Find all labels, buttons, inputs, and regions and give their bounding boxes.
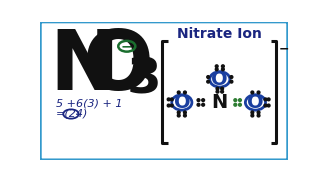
Circle shape <box>251 111 254 114</box>
Circle shape <box>221 90 224 93</box>
Circle shape <box>216 90 219 93</box>
Circle shape <box>215 65 218 68</box>
Text: O: O <box>83 26 154 107</box>
Circle shape <box>170 104 173 107</box>
Circle shape <box>264 104 267 107</box>
Text: Nitrate Ion: Nitrate Ion <box>177 27 262 41</box>
Text: O: O <box>173 93 190 112</box>
Circle shape <box>221 65 224 68</box>
Circle shape <box>167 98 170 101</box>
Text: −: − <box>279 42 289 55</box>
Circle shape <box>221 87 224 90</box>
Circle shape <box>215 68 218 71</box>
Circle shape <box>257 91 260 94</box>
Circle shape <box>216 87 219 90</box>
Circle shape <box>207 80 210 83</box>
Circle shape <box>251 91 254 94</box>
Circle shape <box>230 76 233 78</box>
Text: N: N <box>212 93 228 112</box>
Circle shape <box>267 98 270 101</box>
Circle shape <box>202 99 204 102</box>
Text: O: O <box>212 70 228 89</box>
Text: 3: 3 <box>127 55 162 103</box>
Text: 5 +6(3) + 1: 5 +6(3) + 1 <box>55 98 122 108</box>
Circle shape <box>207 76 210 78</box>
Circle shape <box>177 111 180 114</box>
Circle shape <box>177 114 180 117</box>
Text: −: − <box>121 39 132 53</box>
Circle shape <box>184 111 186 114</box>
Circle shape <box>251 114 254 117</box>
Circle shape <box>264 98 267 101</box>
Circle shape <box>257 111 260 114</box>
Circle shape <box>170 98 173 101</box>
Circle shape <box>234 103 237 106</box>
Circle shape <box>234 99 237 102</box>
Circle shape <box>177 91 180 94</box>
Circle shape <box>167 104 170 107</box>
Text: =(24): =(24) <box>55 109 88 119</box>
Circle shape <box>230 80 233 83</box>
Text: O: O <box>247 93 264 112</box>
Text: N: N <box>49 26 119 107</box>
Circle shape <box>238 99 241 102</box>
Circle shape <box>184 91 186 94</box>
Circle shape <box>184 114 186 117</box>
FancyBboxPatch shape <box>40 22 288 160</box>
Circle shape <box>197 103 200 106</box>
Circle shape <box>202 103 204 106</box>
Circle shape <box>221 68 224 71</box>
Circle shape <box>238 103 241 106</box>
Circle shape <box>197 99 200 102</box>
Circle shape <box>267 104 270 107</box>
Circle shape <box>257 114 260 117</box>
